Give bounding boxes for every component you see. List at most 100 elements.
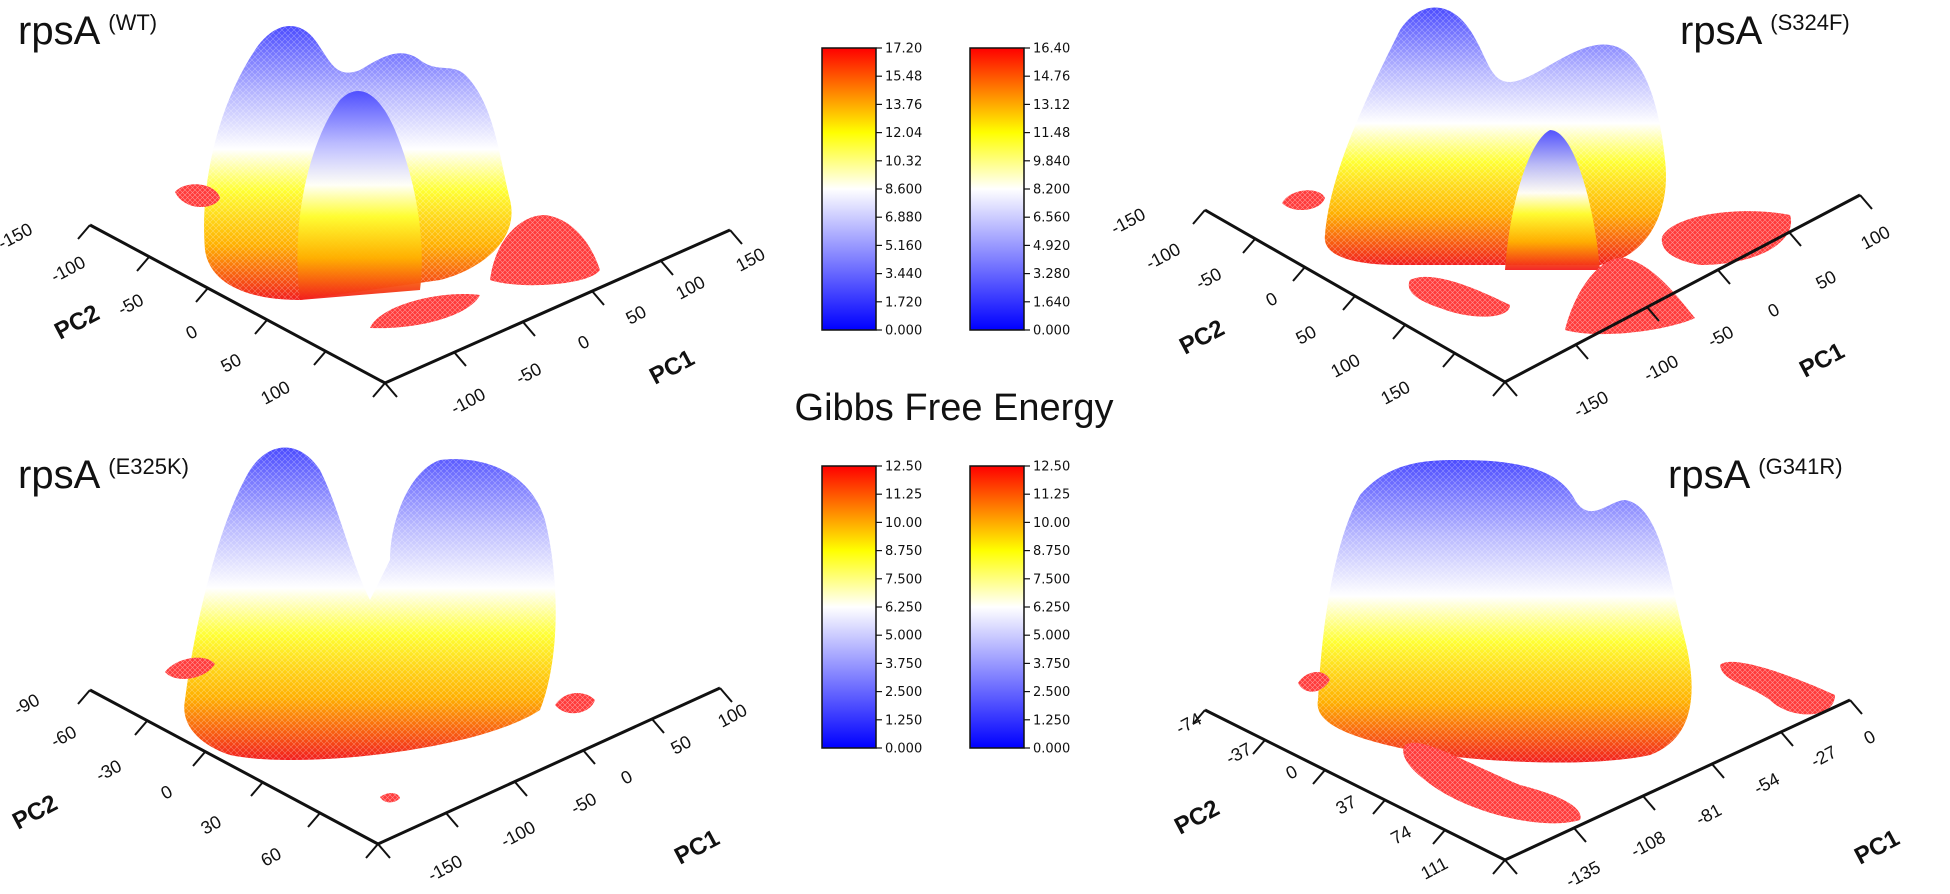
tick-label: 60 (257, 843, 284, 870)
panel-s324f: rpsA (S324F) -150 -100 -50 0 50 (1107, 7, 1893, 422)
pc2-axis-label: PC2 (50, 300, 104, 346)
colorbar-tick-label: 0.000 (1033, 324, 1070, 339)
tick-label: -74 (1172, 709, 1204, 739)
surface-g341r (1298, 460, 1835, 824)
surface-e325k (165, 447, 595, 803)
colorbar-tick-label: 17.20 (885, 42, 922, 57)
tick-label: -100 (447, 384, 488, 419)
tick-label: 0 (1764, 299, 1782, 321)
pc1-axis-label: PC1 (1795, 338, 1849, 384)
colorbar-tick-label: 1.250 (1033, 713, 1070, 728)
tick-label: -50 (1192, 264, 1224, 294)
tick-label: -54 (1750, 769, 1782, 799)
tick-label: -60 (47, 722, 79, 752)
colorbar-tick-label: 2.500 (1033, 685, 1070, 700)
tick-label: 0 (157, 781, 175, 803)
colorbar-tick-label: 0.000 (885, 324, 922, 339)
colorbar-tick-label: 10.00 (885, 516, 922, 531)
pc2-axis-label: PC2 (1170, 795, 1224, 841)
tick-label: -30 (92, 756, 124, 786)
colorbar-tick-label: 0.000 (885, 742, 922, 757)
colorbar-tick-label: 13.12 (1033, 98, 1070, 113)
colorbar-tick-label: 6.560 (1033, 211, 1070, 226)
tick-label: -50 (114, 290, 146, 320)
panel-title-e325k: rpsA (E325K) (18, 453, 189, 497)
tick-label: -37 (1222, 739, 1254, 769)
tick-label: 0 (1262, 288, 1280, 310)
pc1-axis-label: PC1 (645, 345, 699, 391)
colorbar-bottom-left: 12.50 11.25 10.00 8.750 7.500 6.250 5.000 3.750… (821, 460, 922, 757)
panel-title-g341r: rpsA (G341R) (1668, 453, 1843, 497)
colorbar-tick-label: 9.840 (1033, 154, 1070, 169)
colorbar-tick-label: 12.50 (1033, 460, 1070, 475)
tick-label: 50 (1812, 266, 1839, 293)
colorbar-tick-label: 3.280 (1033, 267, 1070, 282)
colorbar-bottom-right: 12.50 11.25 10.00 8.750 7.500 6.250 5.000 3.750… (969, 460, 1070, 757)
tick-label: 100 (1857, 222, 1893, 254)
tick-label: 0 (1282, 761, 1300, 783)
tick-label: 50 (622, 301, 649, 328)
colorbar-tick-label: 2.500 (885, 685, 922, 700)
colorbar-tick-label: 7.500 (885, 572, 922, 587)
tick-label: -27 (1807, 742, 1839, 772)
tick-label: -100 (1640, 351, 1681, 386)
colorbar-tick-label: 6.880 (885, 211, 922, 226)
colorbar-tick-label: 5.160 (885, 239, 922, 254)
tick-label: -150 (0, 219, 36, 254)
tick-label: 100 (257, 377, 293, 409)
pc1-axis-label: PC1 (1850, 825, 1904, 871)
panel-e325k: rpsA (E325K) -90 -60 -30 0 30 60 PC2 (8, 447, 750, 886)
colorbar-tick-label: 6.250 (885, 601, 922, 616)
panel-title-wt: rpsA (WT) (18, 9, 157, 53)
figure-title: Gibbs Free Energy (795, 387, 1114, 429)
colorbar-tick-label: 5.000 (885, 629, 922, 644)
pc2-axis-label: PC2 (8, 790, 62, 836)
tick-label: -135 (1562, 857, 1603, 892)
colorbar-tick-label: 4.920 (1033, 239, 1070, 254)
colorbar-top-right: 16.40 14.76 13.12 11.48 9.840 8.200 6.560 4.920… (969, 42, 1070, 339)
colorbar-tick-label: 12.50 (885, 460, 922, 475)
tick-label: -50 (567, 789, 599, 819)
colorbar-tick-label: 0.000 (1033, 742, 1070, 757)
tick-label: -81 (1692, 800, 1724, 830)
panel-title-s324f: rpsA (S324F) (1680, 9, 1850, 53)
tick-label: 30 (197, 811, 224, 838)
tick-label: 0 (1860, 726, 1878, 748)
tick-label: -150 (1570, 387, 1611, 422)
tick-label: 0 (574, 331, 592, 353)
tick-label: 74 (1387, 821, 1414, 848)
tick-label: 111 (1417, 853, 1451, 884)
panel-wt: rpsA (WT) -150 -100 -50 0 50 100 PC2 (0, 9, 768, 419)
tick-label: -90 (10, 690, 42, 720)
pc2-axis-label: PC2 (1175, 315, 1229, 361)
axes-g341r (1204, 698, 1851, 862)
tick-label: -100 (497, 817, 538, 852)
pc1-ticks-s324f: -150 -100 -50 0 50 100 PC1 (1504, 194, 1893, 422)
axes-e325k (89, 686, 721, 846)
surface-wt (175, 26, 600, 329)
tick-label: 0 (182, 321, 200, 343)
colorbar-tick-label: 3.750 (885, 657, 922, 672)
colorbar-tick-label: 3.440 (885, 267, 922, 282)
colorbar-tick-label: 8.200 (1033, 183, 1070, 198)
tick-label: 150 (732, 244, 768, 276)
axes-wt (89, 223, 731, 385)
colorbar-tick-label: 15.48 (885, 70, 922, 85)
tick-label: 37 (1332, 791, 1359, 818)
colorbar-tick-label: 5.000 (1033, 629, 1070, 644)
tick-label: 100 (672, 272, 708, 304)
panel-g341r: rpsA (G341R) -74 -37 0 37 74 111 PC2 (1170, 453, 1904, 892)
colorbar-tick-label: 11.48 (1033, 126, 1070, 141)
tick-label: -108 (1627, 827, 1668, 862)
colorbar-tick-label: 13.76 (885, 98, 922, 113)
colorbar-tick-label: 10.32 (885, 154, 922, 169)
colorbar-tick-label: 7.500 (1033, 572, 1070, 587)
tick-label: 150 (1377, 377, 1413, 409)
colorbar-tick-label: 1.250 (885, 713, 922, 728)
colorbar-tick-label: 11.25 (1033, 488, 1070, 503)
tick-label: 100 (1327, 350, 1363, 382)
tick-label: 0 (617, 766, 635, 788)
tick-label: 100 (714, 700, 750, 732)
colorbar-tick-label: 8.600 (885, 183, 922, 198)
